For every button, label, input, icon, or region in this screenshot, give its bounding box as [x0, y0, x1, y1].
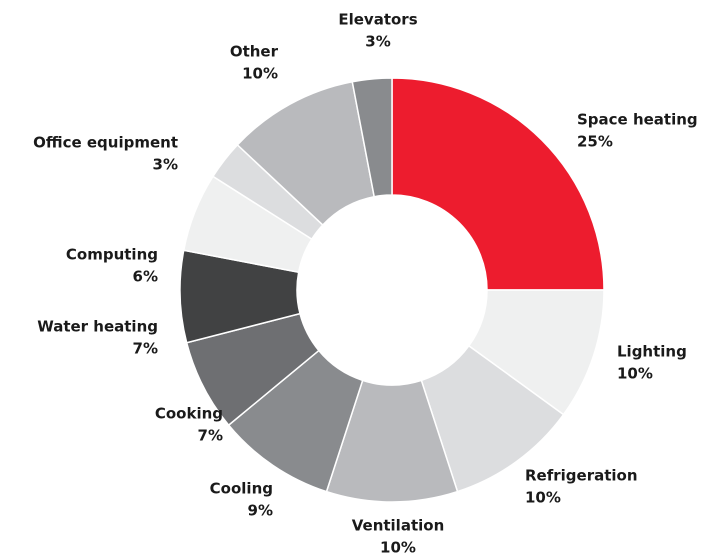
slice	[391, 77, 605, 291]
slice-label: Refrigeration	[525, 467, 638, 485]
value-label: 9%	[248, 502, 273, 520]
slice-label: Ventilation	[352, 517, 445, 535]
value-label: 7%	[133, 340, 158, 358]
value-label: 10%	[617, 365, 653, 383]
value-label: 10%	[525, 489, 561, 507]
slice-label: Other	[230, 43, 279, 61]
slice-label: Cooling	[210, 480, 273, 498]
slice	[351, 77, 393, 198]
slice-label: Computing	[66, 246, 158, 264]
slice-label: Space heating	[577, 111, 698, 129]
value-label: 7%	[198, 427, 223, 445]
value-label: 10%	[242, 65, 278, 83]
value-label: 3%	[153, 156, 178, 174]
slice-label: Office equipment	[33, 134, 178, 152]
value-label: 3%	[365, 33, 390, 51]
slice-label: Lighting	[617, 343, 687, 361]
value-label: 6%	[133, 268, 158, 286]
slice-label: Water heating	[37, 318, 158, 336]
value-label: 25%	[577, 133, 613, 151]
slice-label: Elevators	[338, 11, 417, 29]
slice-label: Cooking	[155, 405, 223, 423]
value-label: 10%	[380, 539, 416, 556]
